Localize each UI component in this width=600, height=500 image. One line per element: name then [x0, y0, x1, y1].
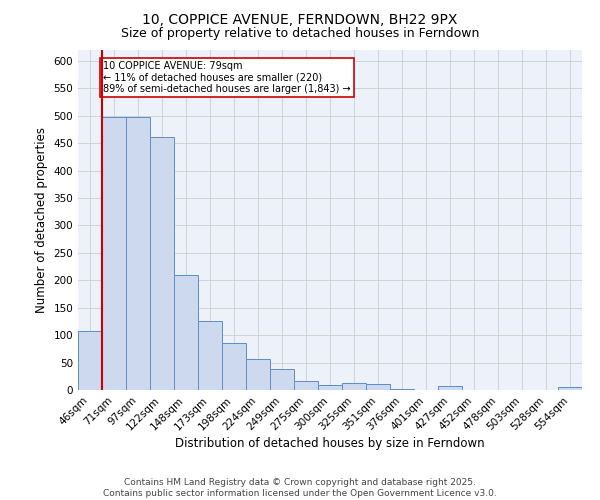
- Bar: [150, 136, 174, 390]
- Text: 10 COPPICE AVENUE: 79sqm
← 11% of detached houses are smaller (220)
89% of semi-: 10 COPPICE AVENUE: 79sqm ← 11% of detach…: [103, 61, 351, 94]
- Bar: [294, 381, 318, 390]
- Bar: [366, 384, 390, 390]
- Bar: [222, 344, 246, 390]
- Bar: [342, 384, 366, 390]
- X-axis label: Distribution of detached houses by size in Ferndown: Distribution of detached houses by size …: [175, 438, 485, 450]
- Bar: [438, 386, 462, 390]
- Text: Contains HM Land Registry data © Crown copyright and database right 2025.
Contai: Contains HM Land Registry data © Crown c…: [103, 478, 497, 498]
- Bar: [198, 322, 222, 390]
- Bar: [246, 358, 270, 390]
- Bar: [270, 369, 294, 390]
- Bar: [102, 118, 126, 390]
- Bar: [558, 386, 582, 390]
- Text: 10, COPPICE AVENUE, FERNDOWN, BH22 9PX: 10, COPPICE AVENUE, FERNDOWN, BH22 9PX: [142, 12, 458, 26]
- Bar: [174, 276, 198, 390]
- Bar: [390, 389, 414, 390]
- Bar: [318, 384, 342, 390]
- Bar: [78, 332, 102, 390]
- Text: Size of property relative to detached houses in Ferndown: Size of property relative to detached ho…: [121, 28, 479, 40]
- Y-axis label: Number of detached properties: Number of detached properties: [35, 127, 48, 313]
- Bar: [126, 118, 150, 390]
